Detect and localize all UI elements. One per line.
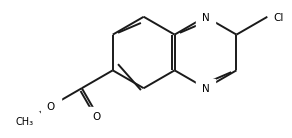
Text: O: O <box>93 112 101 122</box>
Text: CH₃: CH₃ <box>15 117 34 127</box>
Text: O: O <box>47 102 55 112</box>
Text: Cl: Cl <box>274 13 284 23</box>
Text: N: N <box>202 84 209 94</box>
Text: N: N <box>202 13 209 23</box>
